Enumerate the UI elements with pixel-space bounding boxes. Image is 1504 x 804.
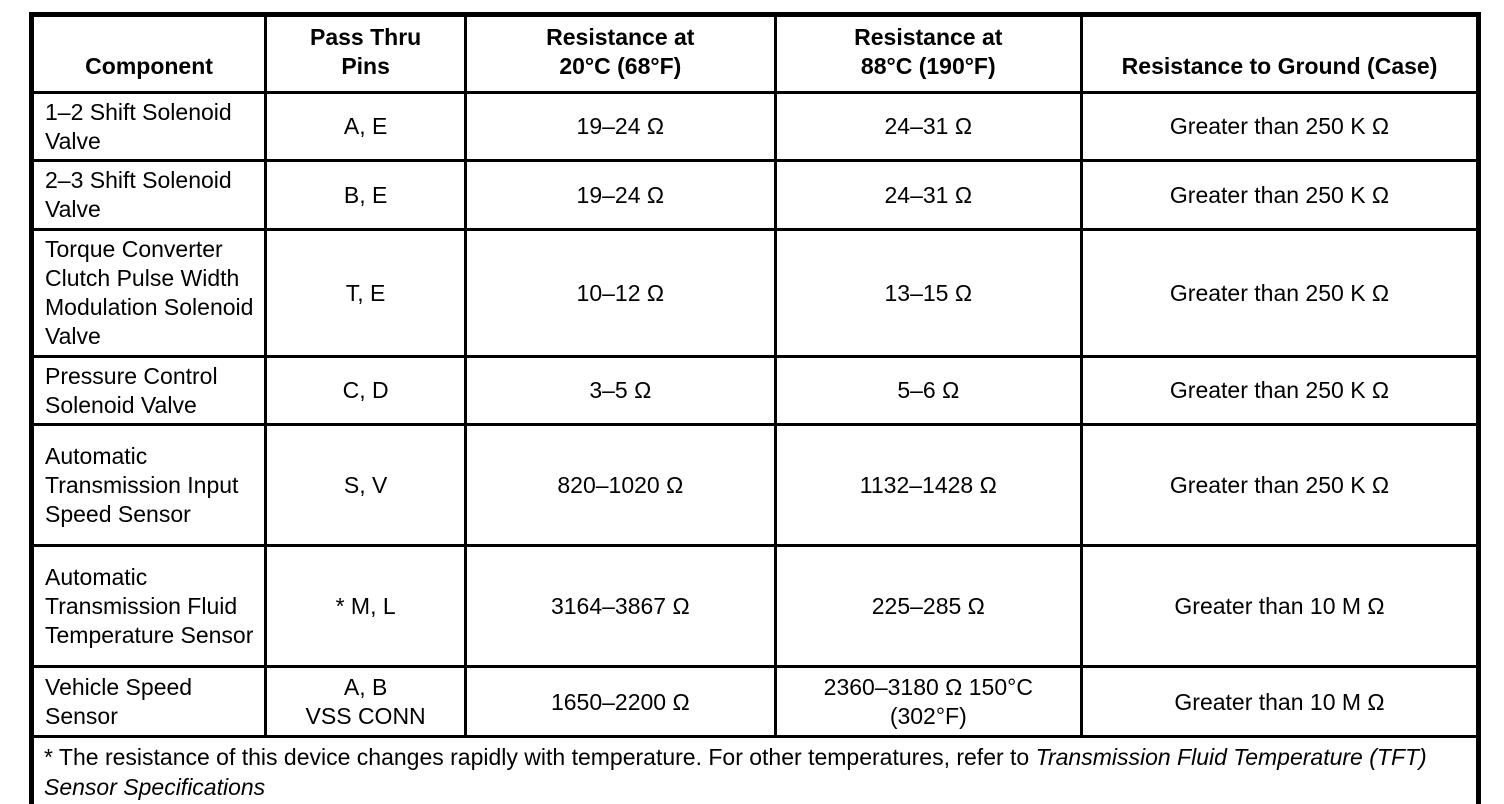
- resistance-20c-cell: 820–1020 Ω: [464, 423, 777, 548]
- pins-cell: A, B VSS CONN: [264, 665, 468, 739]
- resistance-20c-cell: 3–5 Ω: [464, 354, 777, 427]
- resistance-88c-cell: 225–285 Ω: [773, 544, 1084, 669]
- pins-cell: A, E: [264, 90, 468, 163]
- footnote-row: * The resistance of this device changes …: [30, 735, 1480, 804]
- ground-resistance-cell: Greater than 250 K Ω: [1080, 423, 1480, 548]
- table-row: Vehicle Speed Sensor A, B VSS CONN 1650–…: [29, 665, 1480, 739]
- component-cell: Automatic Transmission Input Speed Senso…: [29, 423, 268, 548]
- pins-cell: B, E: [264, 159, 468, 231]
- component-cell: Automatic Transmission Fluid Temperature…: [29, 544, 268, 669]
- ground-resistance-cell: Greater than 250 K Ω: [1080, 227, 1480, 358]
- table-row: 1–2 Shift Solenoid Valve A, E 19–24 Ω 24…: [29, 90, 1480, 163]
- component-cell: Vehicle Speed Sensor: [29, 665, 268, 739]
- ground-resistance-cell: Greater than 10 M Ω: [1080, 544, 1480, 669]
- resistance-20c-cell: 19–24 Ω: [464, 159, 777, 231]
- pins-cell: S, V: [264, 423, 468, 548]
- component-cell: Torque Converter Clutch Pulse Width Modu…: [29, 227, 268, 358]
- table-row: Pressure Control Solenoid Valve C, D 3–5…: [29, 354, 1480, 427]
- header-component: Component: [29, 13, 268, 94]
- table-row: Automatic Transmission Fluid Temperature…: [29, 544, 1480, 669]
- header-pass-thru-pins: Pass Thru Pins: [264, 13, 468, 94]
- table-header-row: Component Pass Thru Pins Resistance at 2…: [29, 13, 1480, 94]
- resistance-20c-cell: 10–12 Ω: [464, 227, 777, 358]
- footnote-cell: * The resistance of this device changes …: [30, 735, 1480, 804]
- resistance-88c-cell: 5–6 Ω: [773, 354, 1084, 427]
- ground-resistance-cell: Greater than 250 K Ω: [1080, 354, 1480, 427]
- footnote-reference: Transmission Fluid Temperature (TFT) Sen…: [44, 744, 1427, 801]
- resistance-20c-cell: 1650–2200 Ω: [464, 665, 777, 739]
- component-cell: 2–3 Shift Solenoid Valve: [29, 159, 268, 231]
- resistance-20c-cell: 3164–3867 Ω: [464, 544, 777, 669]
- resistance-88c-cell: 1132–1428 Ω: [773, 423, 1084, 548]
- header-resistance-to-ground: Resistance to Ground (Case): [1080, 13, 1480, 94]
- resistance-88c-cell: 24–31 Ω: [773, 90, 1084, 163]
- pins-cell: C, D: [264, 354, 468, 427]
- header-resistance-20c: Resistance at 20°C (68°F): [464, 13, 777, 94]
- ground-resistance-cell: Greater than 250 K Ω: [1080, 159, 1480, 231]
- pins-cell: T, E: [264, 227, 468, 358]
- component-cell: Pressure Control Solenoid Valve: [29, 354, 268, 427]
- resistance-88c-cell: 2360–3180 Ω 150°C (302°F): [773, 665, 1084, 739]
- ground-resistance-cell: Greater than 10 M Ω: [1080, 665, 1480, 739]
- footnote-text: * The resistance of this device changes …: [44, 744, 1036, 771]
- resistance-20c-cell: 19–24 Ω: [464, 90, 777, 163]
- resistance-88c-cell: 13–15 Ω: [773, 227, 1084, 358]
- pins-cell: * M, L: [264, 544, 468, 669]
- table-row: Automatic Transmission Input Speed Senso…: [29, 423, 1480, 548]
- table-row: Torque Converter Clutch Pulse Width Modu…: [29, 227, 1480, 358]
- table-row: 2–3 Shift Solenoid Valve B, E 19–24 Ω 24…: [29, 159, 1480, 231]
- resistance-spec-table: Component Pass Thru Pins Resistance at 2…: [29, 12, 1481, 804]
- component-cell: 1–2 Shift Solenoid Valve: [29, 90, 268, 163]
- resistance-88c-cell: 24–31 Ω: [773, 159, 1084, 231]
- header-resistance-88c: Resistance at 88°C (190°F): [773, 13, 1084, 94]
- ground-resistance-cell: Greater than 250 K Ω: [1080, 90, 1480, 163]
